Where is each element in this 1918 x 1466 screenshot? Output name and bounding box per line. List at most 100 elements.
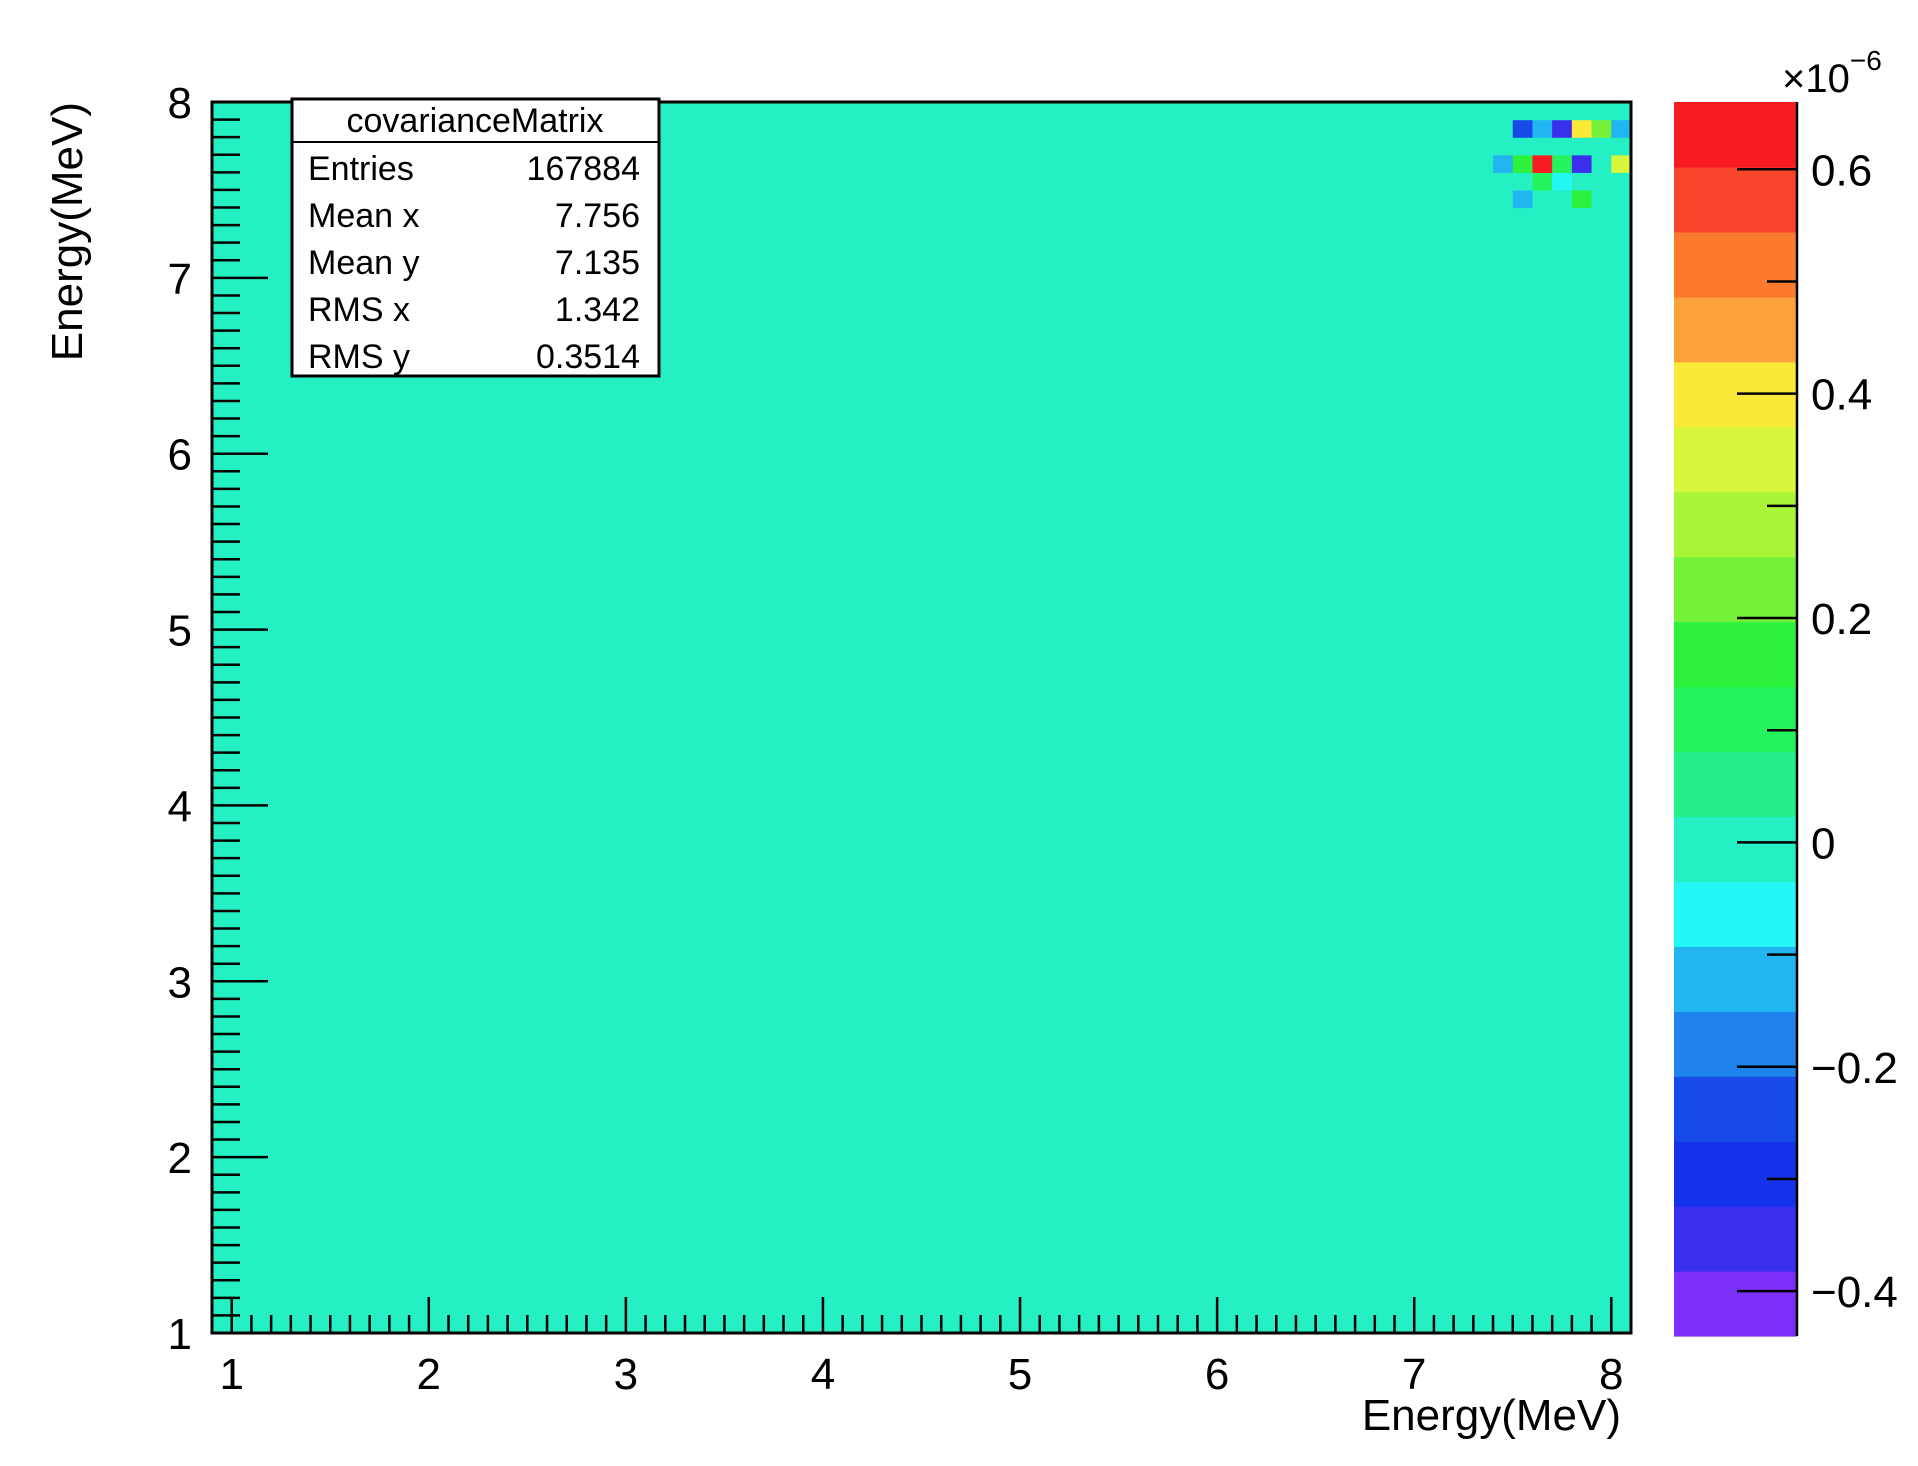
heatmap-cell (310, 453, 331, 472)
heatmap-cell (1059, 910, 1080, 930)
heatmap-cell (1295, 998, 1317, 1018)
heatmap-cell (1039, 928, 1061, 947)
heatmap-cell (310, 1157, 331, 1176)
heatmap-cell (586, 436, 607, 455)
heatmap-cell (921, 981, 942, 1000)
heatmap-cell (586, 928, 607, 947)
heatmap-cell (803, 488, 824, 508)
heatmap-cell (665, 981, 686, 1000)
heatmap-cell (1059, 418, 1080, 437)
heatmap-cell (290, 471, 312, 490)
heatmap-cell (1473, 699, 1494, 719)
heatmap-cell (1453, 770, 1474, 789)
heatmap-cell (1394, 225, 1415, 244)
heatmap-cell (487, 1174, 509, 1193)
heatmap-cell (1256, 752, 1277, 771)
heatmap-cell (231, 260, 253, 279)
heatmap-cell (1276, 805, 1297, 824)
heatmap-cell (1335, 1174, 1356, 1193)
heatmap-cell (1591, 225, 1612, 244)
heatmap-cell (1493, 365, 1514, 384)
heatmap-cell (822, 981, 844, 1000)
heatmap-cell (763, 541, 785, 560)
heatmap-cell (1355, 735, 1376, 754)
heatmap-cell (1591, 805, 1612, 824)
heatmap-cell (1118, 998, 1139, 1018)
heatmap-cell (1138, 102, 1159, 121)
heatmap-cell (1591, 524, 1612, 543)
heatmap-cell (842, 735, 863, 754)
heatmap-cell (369, 1051, 390, 1070)
heatmap-cell (1315, 1086, 1336, 1105)
heatmap-cell (527, 981, 548, 1000)
heatmap-cell (941, 1086, 962, 1105)
heatmap-cell (1098, 770, 1120, 789)
heatmap-cell (1374, 471, 1396, 490)
heatmap-cell (822, 682, 844, 701)
heatmap-cell (1158, 787, 1179, 807)
heatmap-cell (1493, 1227, 1514, 1246)
heatmap-cell (842, 559, 863, 578)
heatmap-cell (369, 840, 390, 859)
heatmap-cell (1414, 418, 1435, 437)
heatmap-cell (1355, 787, 1376, 807)
heatmap-cell (1118, 805, 1139, 824)
heatmap-cell (901, 1051, 923, 1070)
heatmap-cell (862, 471, 883, 490)
heatmap-cell (310, 1104, 331, 1123)
heatmap-cell (1020, 823, 1041, 842)
heatmap-cell (271, 225, 292, 244)
heatmap-cell (685, 559, 706, 578)
heatmap-cell (921, 418, 942, 437)
heatmap-cell (724, 1157, 745, 1176)
heatmap-cell (1453, 1209, 1474, 1229)
heatmap-cell (1000, 119, 1021, 138)
heatmap-cell (566, 1157, 588, 1176)
heatmap-cell (1552, 365, 1573, 384)
heatmap-cell (625, 1157, 647, 1176)
heatmap-cell (1571, 875, 1593, 894)
heatmap-cell (1276, 207, 1297, 226)
heatmap-cell (842, 400, 863, 420)
heatmap-cell (1473, 840, 1494, 859)
heatmap-cell (1611, 998, 1632, 1018)
heatmap-cell (547, 629, 568, 648)
heatmap-cell (1079, 1104, 1100, 1123)
heatmap-cell (1473, 823, 1494, 842)
heatmap-cell (882, 1016, 903, 1035)
heatmap-cell (1374, 1174, 1396, 1193)
heatmap-cell (901, 647, 923, 666)
heatmap-cell (822, 400, 844, 420)
heatmap-cell (1453, 893, 1474, 912)
heatmap-cell (1000, 893, 1021, 912)
heatmap-cell (960, 189, 982, 209)
heatmap-cell (1138, 1245, 1159, 1264)
heatmap-cell (1020, 365, 1041, 384)
heatmap-cell (1020, 1034, 1041, 1053)
heatmap-cell (231, 119, 253, 138)
heatmap-cell (1256, 1315, 1277, 1334)
heatmap-cell (1138, 506, 1159, 525)
heatmap-cell (369, 699, 390, 719)
heatmap-cell (882, 928, 903, 947)
heatmap-cell (1315, 823, 1336, 842)
heatmap-cell (1158, 875, 1179, 894)
heatmap-cell (862, 647, 883, 666)
heatmap-cell (389, 805, 410, 824)
heatmap-cell (1020, 928, 1041, 947)
heatmap-cell (625, 1280, 647, 1299)
heatmap-cell (1315, 946, 1336, 965)
heatmap-cell (1453, 242, 1474, 261)
heatmap-cell (645, 963, 666, 982)
heatmap-cell (1532, 1262, 1553, 1281)
heatmap-cell (803, 893, 824, 912)
heatmap-cell (1000, 225, 1021, 244)
heatmap-cell (547, 735, 568, 754)
heatmap-cell (251, 823, 272, 842)
heatmap-cell (704, 752, 726, 771)
heatmap-cell (1138, 629, 1159, 648)
heatmap-cell (1591, 823, 1612, 842)
heatmap-cell (842, 260, 863, 279)
heatmap-cell (1355, 1121, 1376, 1141)
heatmap-cell (409, 418, 430, 437)
